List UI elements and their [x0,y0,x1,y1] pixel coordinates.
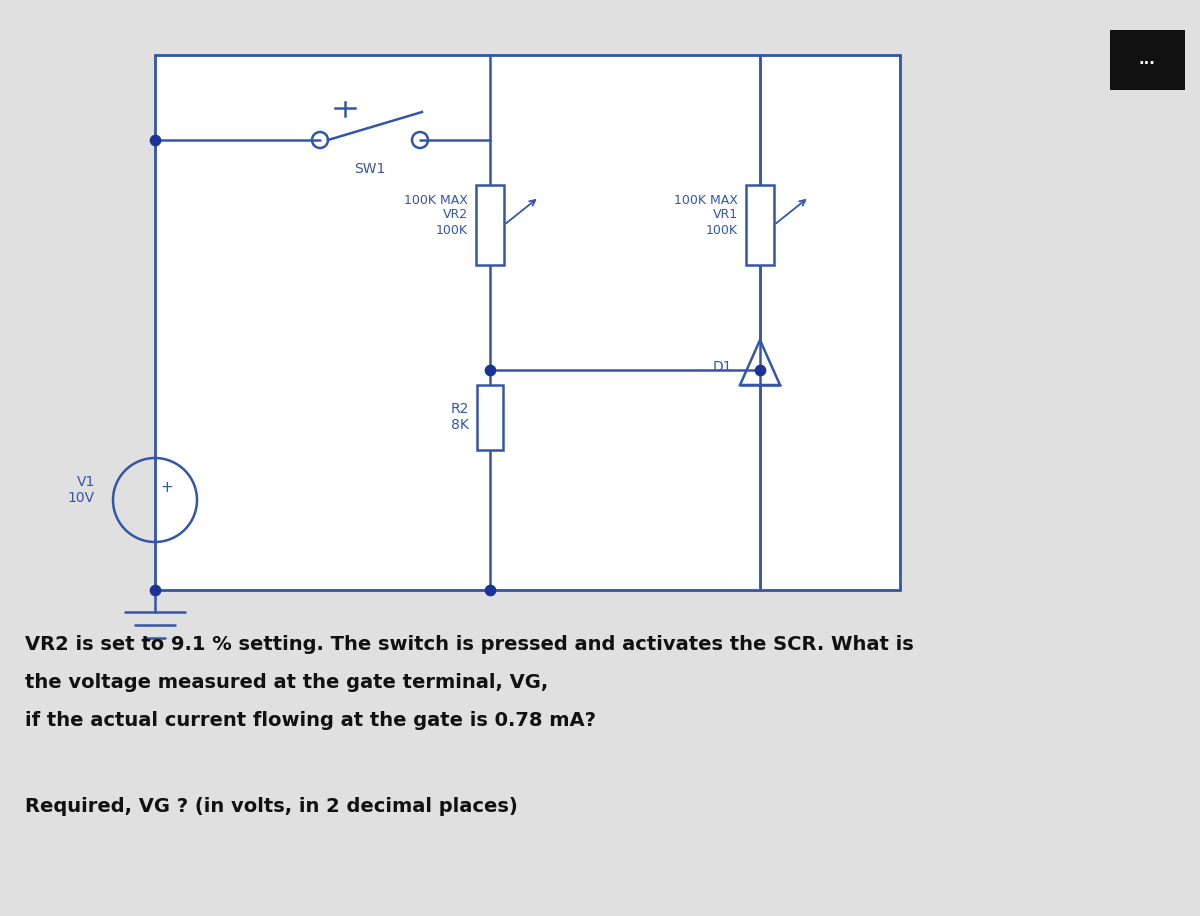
Text: +: + [161,481,173,496]
FancyBboxPatch shape [155,55,900,590]
Text: 100K MAX
VR1
100K: 100K MAX VR1 100K [674,193,738,236]
Text: the voltage measured at the gate terminal, VG,: the voltage measured at the gate termina… [25,673,548,692]
Text: D1: D1 [713,360,732,374]
Bar [478,385,503,450]
Text: ...: ... [1139,52,1156,68]
Point [145,583,164,597]
Text: VR2 is set to 9.1 % setting. The switch is pressed and activates the SCR. What i: VR2 is set to 9.1 % setting. The switch … [25,635,913,654]
Text: R2
8K: R2 8K [451,402,469,432]
Text: SW1: SW1 [354,162,385,176]
Bar [1110,30,1186,90]
Text: if the actual current flowing at the gate is 0.78 mA?: if the actual current flowing at the gat… [25,711,596,730]
Point [480,583,499,597]
Point [145,133,164,147]
Point [480,363,499,377]
Text: V1
10V: V1 10V [68,474,95,505]
Point [750,363,769,377]
Text: Required, VG ? (in volts, in 2 decimal places): Required, VG ? (in volts, in 2 decimal p… [25,797,517,816]
Text: 100K MAX
VR2
100K: 100K MAX VR2 100K [404,193,468,236]
Bar [476,185,504,265]
Bar [746,185,774,265]
